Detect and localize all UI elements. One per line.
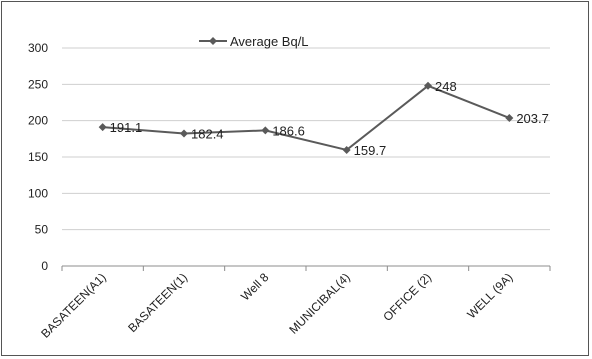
data-label: 182.4 xyxy=(191,126,224,141)
data-label: 203.7 xyxy=(516,111,549,126)
data-point-marker xyxy=(342,145,351,154)
data-labels: 191.1 182.4 186.6 159.7 248 203.7 xyxy=(110,79,549,158)
y-tick-label: 50 xyxy=(35,223,49,237)
data-point-marker xyxy=(505,113,514,122)
x-tick-label: WELL (9A) xyxy=(464,270,515,321)
y-tick-label: 250 xyxy=(28,77,48,91)
series-average xyxy=(98,81,514,154)
y-axis-tick-labels: 0 50 100 150 200 250 300 xyxy=(28,41,48,273)
data-point-marker xyxy=(98,123,107,132)
data-point-marker xyxy=(424,81,432,90)
series-line xyxy=(102,84,510,152)
x-tick-label: OFFICE (2) xyxy=(380,270,434,324)
x-axis-tick-labels: BASATEEN(A1) BASATEEN(1) Well 8 MUNICIBAL(4… xyxy=(38,266,551,341)
x-tick-label: BASATEEN(1) xyxy=(125,270,190,335)
y-tick-label: 200 xyxy=(28,114,48,128)
grid-lines xyxy=(62,47,550,267)
data-label: 186.6 xyxy=(272,123,305,138)
y-tick-label: 0 xyxy=(41,259,48,273)
legend-label: Average Bq/L xyxy=(230,34,309,49)
data-point-marker xyxy=(180,129,188,138)
data-label: 191.1 xyxy=(110,120,143,135)
x-tick-label: Well 8 xyxy=(238,270,272,304)
y-tick-label: 300 xyxy=(28,41,48,55)
x-tick-label: MUNICIBAL(4) xyxy=(286,270,352,336)
legend-marker-diamond xyxy=(209,37,217,45)
legend: Average Bq/L xyxy=(199,34,309,49)
x-tick-label: BASATEEN(A1) xyxy=(38,270,109,341)
data-point-marker xyxy=(261,126,270,135)
y-tick-label: 150 xyxy=(28,150,48,164)
y-tick-label: 100 xyxy=(28,186,48,200)
data-label: 248 xyxy=(435,79,457,94)
data-label: 159.7 xyxy=(354,143,387,158)
